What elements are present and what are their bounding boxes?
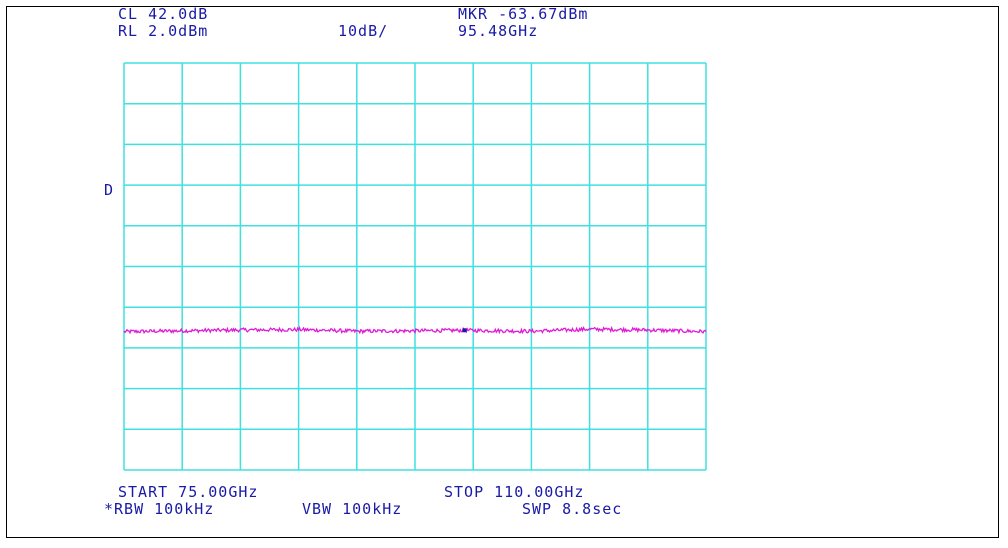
stop-frequency-label: STOP 110.00GHz bbox=[444, 483, 585, 501]
display-line-indicator: D bbox=[104, 181, 115, 199]
cal-level-label: CL 42.0dB bbox=[118, 5, 209, 23]
sweep-time-label: SWP 8.8sec bbox=[522, 500, 623, 518]
graticule bbox=[123, 62, 707, 471]
marker-frequency-readout: 95.48GHz bbox=[458, 22, 539, 40]
analyzer-display bbox=[6, 6, 999, 538]
trace-layer bbox=[123, 325, 707, 335]
start-frequency-label: START 75.00GHz bbox=[118, 483, 259, 501]
marker-point bbox=[462, 328, 467, 333]
marker-layer bbox=[462, 328, 467, 333]
video-bandwidth-label: VBW 100kHz bbox=[302, 500, 403, 518]
resolution-bandwidth-label: *RBW 100kHz bbox=[104, 500, 215, 518]
scale-label: 10dB/ bbox=[338, 22, 389, 40]
spectrum-trace bbox=[123, 325, 707, 335]
marker-level-readout: MKR -63.67dBm bbox=[458, 5, 589, 23]
reference-level-label: RL 2.0dBm bbox=[118, 22, 209, 40]
